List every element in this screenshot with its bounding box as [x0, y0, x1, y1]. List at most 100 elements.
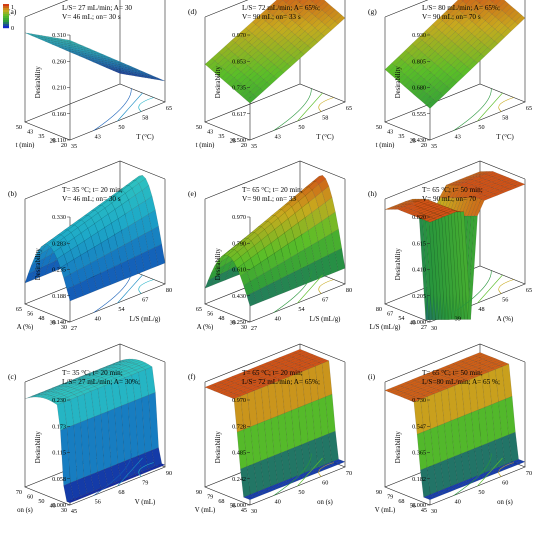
floor-contour	[93, 88, 132, 131]
z-tick-label: 0.210	[52, 85, 66, 92]
y-tick-label: 35	[218, 133, 224, 140]
z-tick-label: 0.230	[52, 397, 66, 404]
floor-contour	[453, 88, 492, 131]
z-tick-label: 0.000	[412, 502, 426, 509]
y-tick-label: 45	[241, 507, 247, 514]
box-top	[204, 0, 249, 18]
z-tick-label: 0.242	[232, 476, 246, 483]
x-tick-label: 27	[251, 325, 257, 332]
z-tick-label: 0.250	[232, 319, 246, 326]
legend-swatch	[3, 24, 9, 27]
surface-cell	[514, 182, 526, 188]
z-tick-label: 0.110	[52, 137, 66, 144]
condition-line-2: V= 90 mL; on= 33	[242, 195, 296, 203]
panel-e: 0.970 0.790 0.610 0.430 0.250 Desirability 80 6…	[188, 160, 352, 332]
surface-cell	[296, 0, 303, 3]
y-tick-label: 56	[27, 311, 33, 318]
y-tick-label: 35	[38, 133, 44, 140]
panel-f: 0.970 0.728 0.485 0.242 0.000 Desirability 70 6…	[188, 343, 352, 515]
condition-line-1: L/S= 80 mL/min; A= 65%;	[422, 4, 500, 12]
surface-cell	[461, 0, 465, 2]
floor-contour	[498, 462, 514, 477]
floor-contour	[453, 270, 492, 313]
y-axis-label: on (s)	[17, 507, 33, 514]
condition-line-2: V= 46 mL; on= 30 s	[62, 195, 121, 203]
x-tick-label: 30	[431, 508, 437, 515]
x-axis-label: L/S (mL/g)	[310, 316, 341, 323]
x-tick-label: 79	[142, 480, 148, 487]
x-tick-label: 40	[455, 499, 461, 506]
floor-contour	[117, 457, 143, 487]
z-tick-label: 0.970	[232, 32, 246, 39]
y-axis-label: V (mL)	[195, 507, 215, 514]
y-tick-label: 43	[27, 129, 33, 136]
panel-a: 0.310 0.260 0.210 0.160 0.110 Desirability 65 5…	[3, 0, 172, 150]
surface-cell	[310, 0, 315, 2]
floor-contour	[138, 97, 154, 112]
y-tick-label: 27	[421, 324, 427, 331]
surface-mesh	[24, 358, 166, 504]
x-tick-label: 60	[502, 480, 508, 487]
x-tick-label: 58	[142, 115, 148, 122]
surface-cell	[334, 460, 346, 465]
condition-line-1: T= 65 °C; t= 20 min;	[242, 186, 303, 194]
z-tick-label: 0.610	[232, 267, 246, 274]
condition-line-2: V= 90 mL; on= 70 s	[422, 13, 481, 21]
box-top	[24, 160, 166, 200]
z-axis-label: Desirability	[35, 431, 42, 464]
surface-cell	[299, 0, 309, 6]
y-tick-label: 20	[61, 142, 67, 149]
z-tick-label: 0.115	[52, 450, 66, 457]
condition-line-2: V= 90 mL; on= 33 s	[242, 13, 301, 21]
x-tick-label: 35	[431, 143, 437, 150]
x-tick-label: 70	[346, 470, 352, 477]
panel-label: (b)	[8, 189, 17, 198]
x-tick-label: 67	[322, 297, 328, 304]
z-tick-label: 0.730	[412, 397, 426, 404]
y-tick-label: 35	[398, 133, 404, 140]
floor-contour	[318, 462, 334, 477]
x-axis-label: L/S (mL/g)	[130, 316, 161, 323]
x-tick-label: 58	[322, 115, 328, 122]
box-top	[24, 0, 69, 18]
y-axis-label: A (%)	[197, 324, 213, 331]
legend-swatch	[3, 4, 9, 7]
x-tick-label: 50	[118, 124, 124, 131]
surface-cell	[154, 463, 166, 468]
y-tick-label: 50	[38, 498, 44, 505]
z-tick-label: 0.283	[52, 240, 66, 247]
z-tick-label: 0.820	[412, 214, 426, 221]
panel-label: (e)	[188, 189, 197, 198]
x-tick-label: 43	[455, 134, 461, 141]
x-tick-label: 50	[478, 489, 484, 496]
surface-cell	[479, 0, 489, 7]
z-tick-label: 0.310	[52, 32, 66, 39]
y-tick-label: 79	[207, 494, 213, 501]
z-tick-label: 0.930	[412, 32, 426, 39]
panel-i: 0.730 0.547 0.365 0.182 0.000 Desirability 70 6…	[368, 343, 532, 515]
z-axis-label: Desirability	[35, 248, 42, 281]
panel-label: (d)	[188, 7, 197, 16]
y-tick-label: 90	[376, 489, 382, 496]
z-tick-label: 0.260	[52, 58, 66, 65]
z-tick-label: 0.000	[412, 319, 426, 326]
condition-line-2: L/S= 27 mL/min; A= 30%;	[62, 378, 140, 386]
y-tick-label: 48	[38, 315, 44, 322]
x-tick-label: 30	[431, 325, 437, 332]
legend-swatch	[3, 26, 9, 29]
x-tick-label: 54	[118, 306, 124, 313]
x-tick-label: 43	[95, 134, 101, 141]
panel-label: (a)	[8, 7, 17, 16]
x-tick-label: 70	[526, 470, 532, 477]
z-tick-label: 0.058	[52, 476, 66, 483]
box-top	[384, 0, 429, 18]
y-tick-label: 30	[61, 324, 67, 331]
surface-cell	[462, 0, 471, 5]
z-tick-label: 0.970	[232, 214, 246, 221]
panel-b: 0.330 0.283 0.235 0.188 0.140 Desirability 80 6…	[8, 160, 172, 332]
condition-line-2: L/S= 72 mL/min; A= 65%;	[242, 378, 320, 386]
z-tick-label: 0.188	[52, 293, 66, 300]
z-tick-label: 0.330	[52, 214, 66, 221]
x-tick-label: 65	[526, 287, 532, 294]
